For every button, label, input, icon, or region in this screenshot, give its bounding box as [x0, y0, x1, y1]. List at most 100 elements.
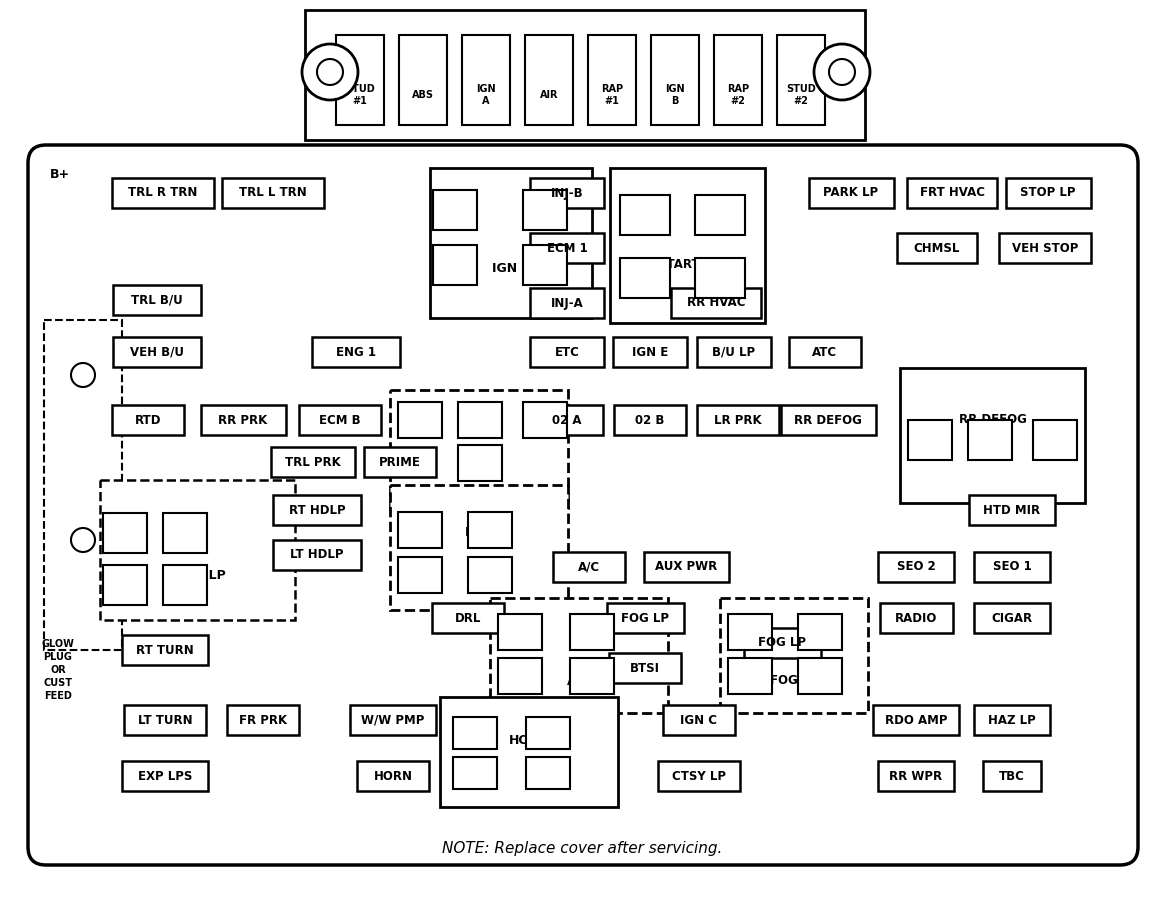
Text: B/U LP: B/U LP	[713, 345, 756, 358]
Bar	[468, 512, 511, 548]
Bar	[777, 35, 825, 125]
Text: STOP LP: STOP LP	[1021, 187, 1075, 199]
Text: ECM B: ECM B	[319, 413, 361, 427]
Bar	[103, 513, 147, 553]
Bar	[897, 233, 977, 263]
Text: RR HVAC: RR HVAC	[686, 297, 746, 309]
Text: STUD
#1: STUD #1	[345, 84, 375, 106]
Text: W/W PMP: W/W PMP	[361, 713, 425, 726]
Bar	[430, 168, 592, 318]
Bar	[390, 390, 569, 508]
Text: CTSY LP: CTSY LP	[672, 769, 726, 783]
Bar	[531, 405, 603, 435]
Bar	[530, 178, 603, 208]
Bar	[1000, 233, 1090, 263]
Bar	[878, 761, 954, 791]
Bar	[530, 233, 603, 263]
Bar	[588, 35, 636, 125]
Bar	[458, 402, 502, 438]
Text: FRT HVAC: FRT HVAC	[919, 187, 984, 199]
Bar	[697, 337, 771, 367]
Bar	[312, 337, 400, 367]
Text: IGN
A: IGN A	[476, 84, 496, 106]
Text: SEO 1: SEO 1	[993, 560, 1031, 574]
Bar	[490, 598, 668, 713]
Bar	[553, 552, 624, 582]
Bar	[908, 178, 997, 208]
Text: B+: B+	[50, 169, 70, 181]
Bar	[530, 288, 603, 318]
Text: EXP LPS: EXP LPS	[137, 769, 192, 783]
Bar	[527, 717, 570, 749]
Bar	[643, 552, 728, 582]
Text: A/C: A/C	[567, 675, 591, 687]
Text: DRL: DRL	[454, 612, 481, 624]
Text: RR WPR: RR WPR	[889, 769, 942, 783]
Bar	[299, 405, 381, 435]
Bar	[671, 288, 761, 318]
Bar	[798, 614, 842, 650]
Text: RT TURN: RT TURN	[136, 643, 193, 657]
Text: ECM 1: ECM 1	[546, 242, 587, 254]
Text: NOTE: Replace cover after servicing.: NOTE: Replace cover after servicing.	[442, 841, 722, 855]
Text: VEH B/U: VEH B/U	[130, 345, 184, 358]
Bar	[113, 285, 202, 315]
Bar	[651, 35, 699, 125]
Bar	[974, 705, 1050, 735]
Text: TRL B/U: TRL B/U	[132, 293, 183, 307]
Circle shape	[71, 363, 96, 387]
Text: IGN
B: IGN B	[665, 84, 685, 106]
Text: HAZ LP: HAZ LP	[988, 713, 1036, 726]
Bar	[398, 35, 447, 125]
Bar	[453, 717, 497, 749]
Bar	[523, 245, 567, 285]
Bar	[614, 405, 686, 435]
Text: RAP
#1: RAP #1	[601, 84, 623, 106]
Bar	[468, 557, 511, 593]
Bar	[122, 761, 209, 791]
Bar	[350, 705, 436, 735]
Bar	[974, 603, 1050, 633]
Text: RT HDLP: RT HDLP	[289, 503, 345, 517]
Text: PRIME: PRIME	[379, 456, 421, 468]
Bar	[122, 635, 209, 665]
Bar	[613, 337, 687, 367]
Bar	[610, 168, 765, 323]
Bar	[390, 485, 569, 610]
Text: IGN C: IGN C	[680, 713, 718, 726]
Text: INJ-A: INJ-A	[551, 297, 584, 309]
Bar	[433, 245, 476, 285]
Bar	[720, 598, 868, 713]
Bar	[305, 10, 864, 140]
Bar	[743, 628, 820, 658]
Bar	[974, 552, 1050, 582]
Bar	[103, 565, 147, 605]
Bar	[969, 495, 1055, 525]
Text: FOG LP: FOG LP	[758, 637, 806, 649]
Text: CHMSL: CHMSL	[913, 242, 960, 254]
Bar	[336, 35, 384, 125]
Text: RR DEFOG: RR DEFOG	[959, 413, 1026, 426]
Bar	[527, 757, 570, 789]
Bar	[798, 658, 842, 694]
Bar	[200, 405, 285, 435]
Bar	[273, 495, 361, 525]
Text: RAP
#2: RAP #2	[727, 84, 749, 106]
Text: FR PRK: FR PRK	[239, 713, 287, 726]
Bar	[440, 697, 617, 807]
Text: 02 A: 02 A	[552, 413, 581, 427]
Bar	[273, 540, 361, 570]
Circle shape	[317, 59, 343, 85]
Bar	[458, 445, 502, 481]
Bar	[398, 512, 442, 548]
Bar	[525, 35, 573, 125]
Text: BTSI: BTSI	[630, 661, 661, 675]
Bar	[123, 705, 206, 735]
Bar	[809, 178, 894, 208]
Text: TRL PRK: TRL PRK	[285, 456, 341, 468]
Text: HORN: HORN	[508, 734, 550, 748]
Text: ENG 1: ENG 1	[336, 345, 376, 358]
Bar	[570, 658, 614, 694]
Bar	[223, 178, 324, 208]
Text: TRL L TRN: TRL L TRN	[239, 187, 306, 199]
